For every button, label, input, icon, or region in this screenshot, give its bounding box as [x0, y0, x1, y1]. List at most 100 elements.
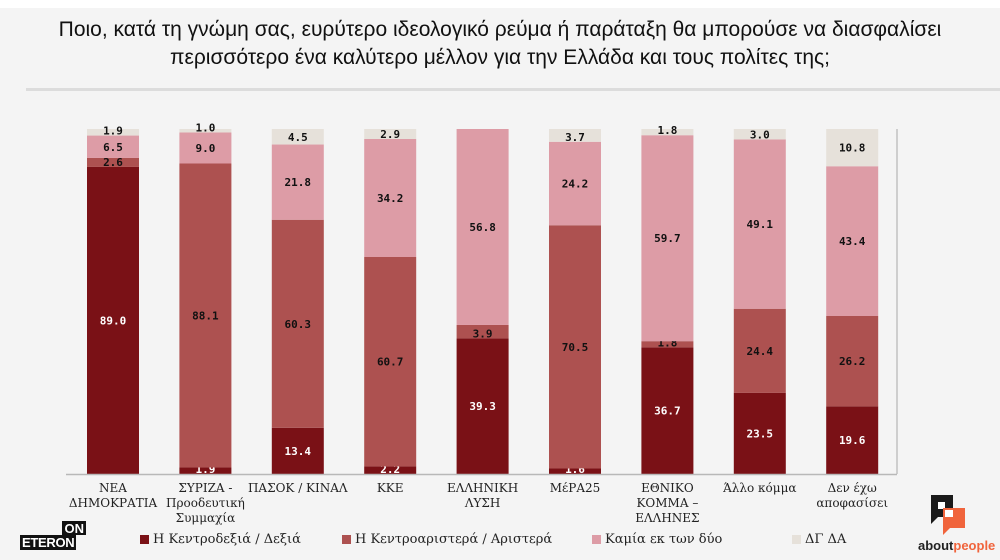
bar-data-label: 3.9 [473, 327, 493, 340]
category-label: ΝΕΑ [99, 481, 127, 495]
category-label: ΕΛΛΗΝΙΚΗ [447, 481, 518, 495]
bar-data-label: 2.9 [380, 128, 400, 141]
bar-segment [87, 129, 139, 136]
aboutpeople-speech-bubbles-icon [931, 495, 965, 535]
bar-data-label: 4.5 [288, 131, 308, 144]
category-label: ΚΚΕ [377, 481, 404, 495]
chart-title: Ποιο, κατά τη γνώμη σας, ευρύτερο ιδεολο… [20, 16, 980, 72]
bar-segment [733, 392, 786, 474]
category-label: ΛΥΣΗ [464, 496, 501, 510]
chart-title-line-1: Ποιο, κατά τη γνώμη σας, ευρύτερο ιδεολο… [58, 18, 942, 41]
bar-segment [733, 139, 786, 309]
bar-data-label: 13.4 [285, 445, 312, 458]
aboutpeople-logo: aboutpeople [918, 494, 998, 556]
bar-data-label: 1.0 [195, 121, 215, 134]
aboutpeople-logo-people: people [953, 538, 996, 553]
bar-segment [733, 308, 786, 393]
bar-segment [87, 166, 139, 474]
bar-segment [549, 225, 601, 469]
bar-segment [179, 163, 232, 468]
category-label: αποφασίσει [816, 496, 888, 510]
bar-data-label: 24.2 [562, 178, 589, 191]
bar-segment [364, 139, 417, 257]
bar-data-label: 59.7 [654, 232, 681, 245]
legend-item: Η Κεντροδεξιά / Δεξιά [140, 532, 301, 547]
bar-data-label: 70.5 [562, 341, 589, 354]
bar-data-label: 34.2 [377, 192, 404, 205]
legend-item: ΔΓ ΔΑ [792, 532, 846, 547]
bar-segment [364, 256, 417, 467]
bar-segment [456, 338, 509, 474]
bar-data-label: 26.2 [839, 355, 866, 368]
bar-segment [271, 144, 324, 220]
bar-data-label: 60.7 [377, 356, 404, 369]
legend-label: Η Κεντροαριστερά / Αριστερά [355, 532, 553, 547]
bar-segment [179, 129, 232, 133]
bar-data-label: 43.4 [839, 235, 866, 248]
bar-segment [641, 341, 694, 348]
category-label: ΔΗΜΟΚΡΑΤΙΑ [69, 496, 158, 510]
bar-data-label: 56.8 [469, 221, 496, 234]
category-label: Συμμαχία [176, 511, 236, 525]
top-strip [0, 0, 1000, 8]
bar-segment [549, 468, 601, 474]
bar-data-label: 88.1 [192, 309, 219, 322]
oneteron-logo-on: ON [61, 521, 86, 535]
bar-segment [826, 166, 879, 316]
chart-title-line-2: περισσότερο ένα καλύτερο μέλλον για την … [170, 46, 830, 69]
legend-label: ΔΓ ΔΑ [805, 532, 847, 547]
bar-data-label: 36.7 [654, 405, 681, 418]
category-label: ΣΥΡΙΖΑ - [178, 481, 232, 495]
bar-segment [179, 467, 232, 474]
bar-segment [87, 157, 139, 167]
bar-segment [456, 324, 509, 339]
category-label: Δεν έχω [828, 481, 877, 495]
legend-item: Καμία εκ των δύο [592, 532, 722, 547]
bar-data-label: 23.5 [747, 427, 774, 440]
bar-segment [271, 427, 324, 474]
bar-data-label: 19.6 [839, 434, 866, 447]
category-label: Άλλο κόμμα [722, 481, 796, 495]
bar-data-label: 10.8 [839, 142, 866, 155]
bar-segment [364, 466, 417, 474]
bar-data-label: 3.0 [750, 128, 770, 141]
bar-segment [549, 129, 601, 142]
bar-segment [641, 129, 694, 136]
legend-item: Η Κεντροαριστερά / Αριστερά [342, 532, 552, 547]
legend-swatch [792, 535, 801, 544]
bar-data-label: 3.7 [565, 131, 585, 144]
bar-segment [549, 141, 601, 226]
bar-segment [641, 347, 694, 474]
bar-segment [179, 132, 232, 164]
bar-segment [87, 135, 139, 158]
bar-data-label: 39.3 [469, 400, 496, 413]
bar-segment [456, 129, 509, 325]
bar-data-label: 24.4 [747, 345, 774, 358]
legend-swatch [342, 535, 351, 544]
category-label: Προοδευτική [166, 496, 245, 510]
aboutpeople-logo-about: about [918, 538, 954, 553]
legend-label: Η Κεντροδεξιά / Δεξιά [153, 532, 301, 547]
bar-data-label: 6.5 [103, 141, 123, 154]
category-label: ΚΟΜΜΑ – [636, 496, 698, 510]
bar-segment [826, 129, 879, 167]
bar-segment [641, 135, 694, 342]
bar-data-label: 9.0 [195, 142, 215, 155]
bar-data-label: 1.9 [103, 125, 123, 138]
title-divider [26, 88, 1000, 91]
category-label: ΠΑΣΟΚ / ΚΙΝΑΛ [248, 481, 348, 495]
legend-swatch [140, 535, 149, 544]
oneteron-logo-eteron: ETERON [20, 535, 77, 550]
bar-data-label: 2.6 [103, 156, 123, 169]
oneteron-logo: ON ETERON [20, 521, 86, 551]
bar-segment [826, 406, 879, 474]
bar-segment [826, 315, 879, 407]
legend-swatch [592, 535, 601, 544]
stacked-bar-chart: 89.02.66.51.9ΝΕΑΔΗΜΟΚΡΑΤΙΑ1.988.19.01.0Σ… [66, 121, 898, 525]
category-label: ΕΛΛΗΝΕΣ [635, 511, 699, 525]
bar-segment [733, 129, 786, 140]
category-label: ΕΘΝΙΚΟ [641, 481, 694, 495]
bar-segment [271, 129, 324, 145]
bar-data-label: 60.3 [285, 318, 312, 331]
bar-data-label: 1.8 [657, 124, 677, 137]
